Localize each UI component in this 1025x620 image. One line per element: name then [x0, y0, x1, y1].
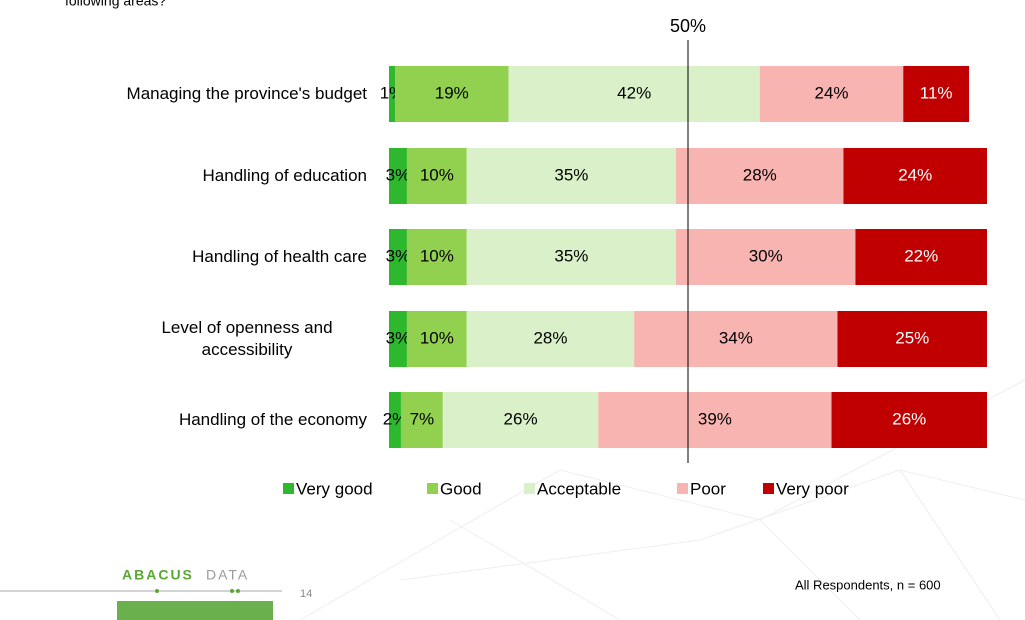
category-label: Handling of health care — [192, 247, 367, 266]
bar-segment — [406, 229, 467, 285]
legend-swatch — [763, 483, 774, 494]
background-lines — [299, 379, 1025, 620]
data-label: 28% — [533, 328, 567, 347]
legend-label: Very poor — [776, 479, 849, 498]
bar-segment — [466, 148, 677, 204]
footer-note: All Respondents, n = 600 — [795, 577, 941, 592]
data-label: 26% — [892, 409, 926, 428]
legend-swatch — [677, 483, 688, 494]
deco-line — [299, 379, 1025, 620]
legend-label: Very good — [296, 479, 373, 498]
bar-segment — [389, 66, 395, 122]
legend-swatch — [283, 483, 294, 494]
deco-line — [449, 469, 1001, 620]
data-label: 39% — [698, 409, 732, 428]
reference-label: 50% — [670, 16, 706, 36]
data-label: 3% — [386, 328, 411, 347]
bar-segment — [389, 229, 407, 285]
category-label: Handling of the economy — [178, 410, 367, 429]
data-label: 7% — [410, 409, 435, 428]
logo-dot — [155, 589, 159, 593]
bar-segment — [406, 311, 467, 367]
data-label: 30% — [749, 246, 783, 265]
data-label: 24% — [815, 83, 849, 102]
bar-segment — [466, 229, 677, 285]
data-label: 28% — [743, 165, 777, 184]
bar-segment — [855, 229, 987, 285]
logo-bar — [117, 601, 273, 620]
bar-segment — [676, 229, 856, 285]
bar-segment — [389, 392, 401, 448]
data-label: 35% — [554, 165, 588, 184]
bar-segment — [466, 311, 635, 367]
logo-dot — [230, 589, 234, 593]
logo-text: ABACUS — [122, 567, 194, 583]
bar-segment — [634, 311, 838, 367]
bar-segment — [598, 392, 832, 448]
data-label: 10% — [420, 328, 454, 347]
legend-swatch — [427, 483, 438, 494]
deco-line — [399, 469, 1025, 581]
bar-segment — [400, 392, 443, 448]
bar-segment — [389, 148, 407, 204]
bar-segment — [508, 66, 760, 122]
bar-segment — [843, 148, 987, 204]
data-label: 25% — [895, 328, 929, 347]
bar-segment — [406, 148, 467, 204]
legend-label: Poor — [690, 479, 726, 498]
data-label: 34% — [719, 328, 753, 347]
bar-segment — [831, 392, 987, 448]
logo-text: DATA — [206, 567, 249, 583]
category-label: Level of openness and accessibility — [161, 318, 333, 359]
data-label: 42% — [617, 83, 651, 102]
data-label: 3% — [386, 165, 411, 184]
data-label: 11% — [920, 83, 953, 102]
bar-segment — [389, 311, 407, 367]
legend-label: Acceptable — [537, 479, 621, 498]
bar-segment — [903, 66, 970, 122]
data-label: 26% — [504, 409, 538, 428]
data-label: 22% — [904, 246, 938, 265]
bar-segment — [394, 66, 509, 122]
chart-title: following areas? — [65, 0, 166, 9]
data-label: 10% — [420, 246, 454, 265]
bar-segment — [676, 148, 844, 204]
category-label: Handling of education — [202, 166, 367, 185]
bar-segment — [759, 66, 904, 122]
data-label: 10% — [420, 165, 454, 184]
data-label: 35% — [554, 246, 588, 265]
legend-swatch — [524, 483, 535, 494]
page-number: 14 — [300, 588, 312, 600]
bar-segment — [442, 392, 599, 448]
logo-dot — [236, 589, 240, 593]
data-label: 19% — [435, 83, 469, 102]
legend-label: Good — [440, 479, 482, 498]
category-label: Managing the province's budget — [126, 84, 367, 103]
data-label: 3% — [386, 246, 411, 265]
bar-segment — [837, 311, 987, 367]
data-label: 24% — [898, 165, 932, 184]
